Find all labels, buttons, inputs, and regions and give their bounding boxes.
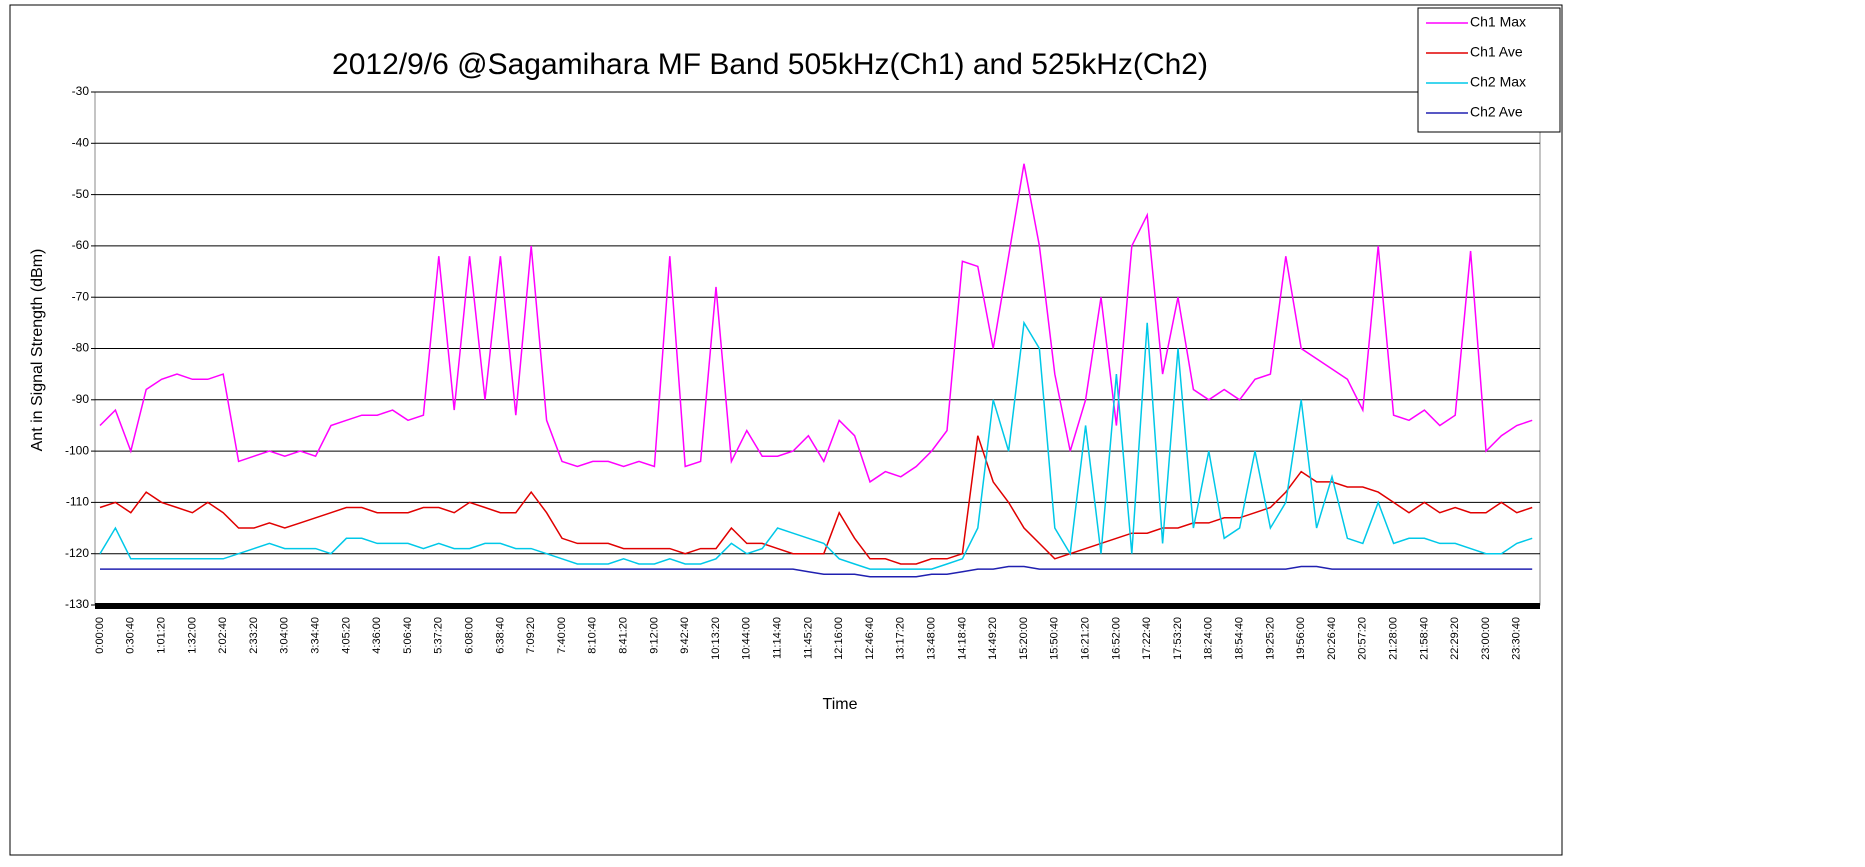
y-tick-label: -90: [72, 392, 90, 406]
x-axis-bar: [95, 603, 1540, 609]
x-tick-label: 20:57:20: [1357, 617, 1369, 660]
y-tick-label: -130: [65, 597, 89, 611]
x-tick-label: 11:45:20: [802, 617, 814, 659]
x-tick-label: 13:17:20: [895, 617, 907, 660]
x-tick-label: 9:42:40: [679, 617, 691, 654]
y-tick-label: -70: [72, 289, 90, 303]
x-tick-label: 21:58:40: [1418, 617, 1430, 660]
x-tick-label: 7:40:00: [556, 617, 568, 654]
legend-label: Ch1 Max: [1470, 14, 1526, 30]
x-tick-label: 5:37:20: [433, 617, 445, 654]
x-tick-label: 16:52:00: [1110, 617, 1122, 660]
x-tick-label: 6:38:40: [494, 617, 506, 654]
x-tick-label: 22:29:20: [1449, 617, 1461, 660]
x-tick-label: 14:49:20: [987, 617, 999, 660]
legend-label: Ch2 Max: [1470, 74, 1526, 90]
y-tick-label: -40: [72, 135, 90, 149]
x-tick-label: 0:30:40: [125, 617, 137, 654]
x-tick-label: 17:53:20: [1172, 617, 1184, 660]
chart-title: 2012/9/6 @Sagamihara MF Band 505kHz(Ch1)…: [332, 48, 1208, 81]
x-tick-label: 12:46:40: [864, 617, 876, 660]
y-tick-label: -110: [66, 495, 89, 509]
x-tick-label: 2:33:20: [248, 617, 260, 654]
y-tick-label: -100: [65, 443, 89, 457]
legend-box: [1417, 7, 1561, 133]
x-tick-label: 7:09:20: [525, 617, 537, 654]
series-line: [100, 565, 1533, 578]
x-tick-label: 21:28:00: [1388, 617, 1400, 660]
series-line: [99, 435, 1533, 565]
x-tick-label: 4:36:00: [371, 617, 383, 654]
x-tick-label: 19:56:00: [1295, 617, 1307, 660]
x-tick-label: 10:13:20: [710, 617, 722, 660]
x-tick-label: 1:32:00: [186, 617, 198, 654]
x-tick-label: 9:12:00: [648, 617, 660, 654]
x-tick-label: 23:30:40: [1511, 617, 1523, 660]
legend-label: Ch1 Ave: [1470, 44, 1523, 60]
x-tick-label: 15:50:40: [1049, 617, 1061, 660]
x-tick-label: 13:48:00: [926, 617, 938, 660]
y-tick-label: -120: [65, 546, 89, 560]
x-axis-label: Time: [823, 696, 858, 713]
y-tick-label: -80: [72, 341, 90, 355]
y-tick-label: -50: [72, 187, 90, 201]
x-tick-label: 18:54:40: [1234, 617, 1246, 660]
x-tick-label: 1:01:20: [156, 617, 168, 654]
x-tick-label: 3:34:40: [310, 617, 322, 654]
y-tick-label: -30: [72, 84, 90, 98]
x-tick-label: 5:06:40: [402, 617, 414, 654]
x-tick-label: 2:02:40: [217, 617, 229, 654]
x-tick-label: 17:22:40: [1141, 617, 1153, 660]
x-tick-label: 12:16:00: [833, 617, 845, 660]
x-tick-label: 18:24:00: [1203, 617, 1215, 660]
series-line: [99, 163, 1533, 484]
x-tick-label: 0:00:00: [94, 617, 106, 654]
x-tick-label: 11:14:40: [772, 617, 784, 659]
x-tick-label: 6:08:00: [464, 617, 476, 654]
x-tick-label: 8:41:20: [618, 617, 630, 654]
legend-label: Ch2 Ave: [1470, 104, 1523, 120]
x-tick-label: 4:05:20: [340, 617, 352, 654]
x-tick-label: 15:20:00: [1018, 617, 1030, 660]
x-tick-label: 19:25:20: [1264, 617, 1276, 660]
x-tick-label: 10:44:00: [741, 617, 753, 660]
x-tick-label: 8:10:40: [587, 617, 599, 654]
series-line: [99, 320, 1533, 570]
y-tick-label: -60: [72, 238, 90, 252]
x-tick-label: 14:18:40: [956, 617, 968, 660]
y-axis-label: Ant in Signal Strength (dBm): [29, 249, 46, 452]
x-tick-label: 3:04:00: [279, 617, 291, 654]
x-tick-label: 20:26:40: [1326, 617, 1338, 660]
x-tick-label: 16:21:20: [1080, 617, 1092, 660]
x-tick-label: 23:00:00: [1480, 617, 1492, 660]
